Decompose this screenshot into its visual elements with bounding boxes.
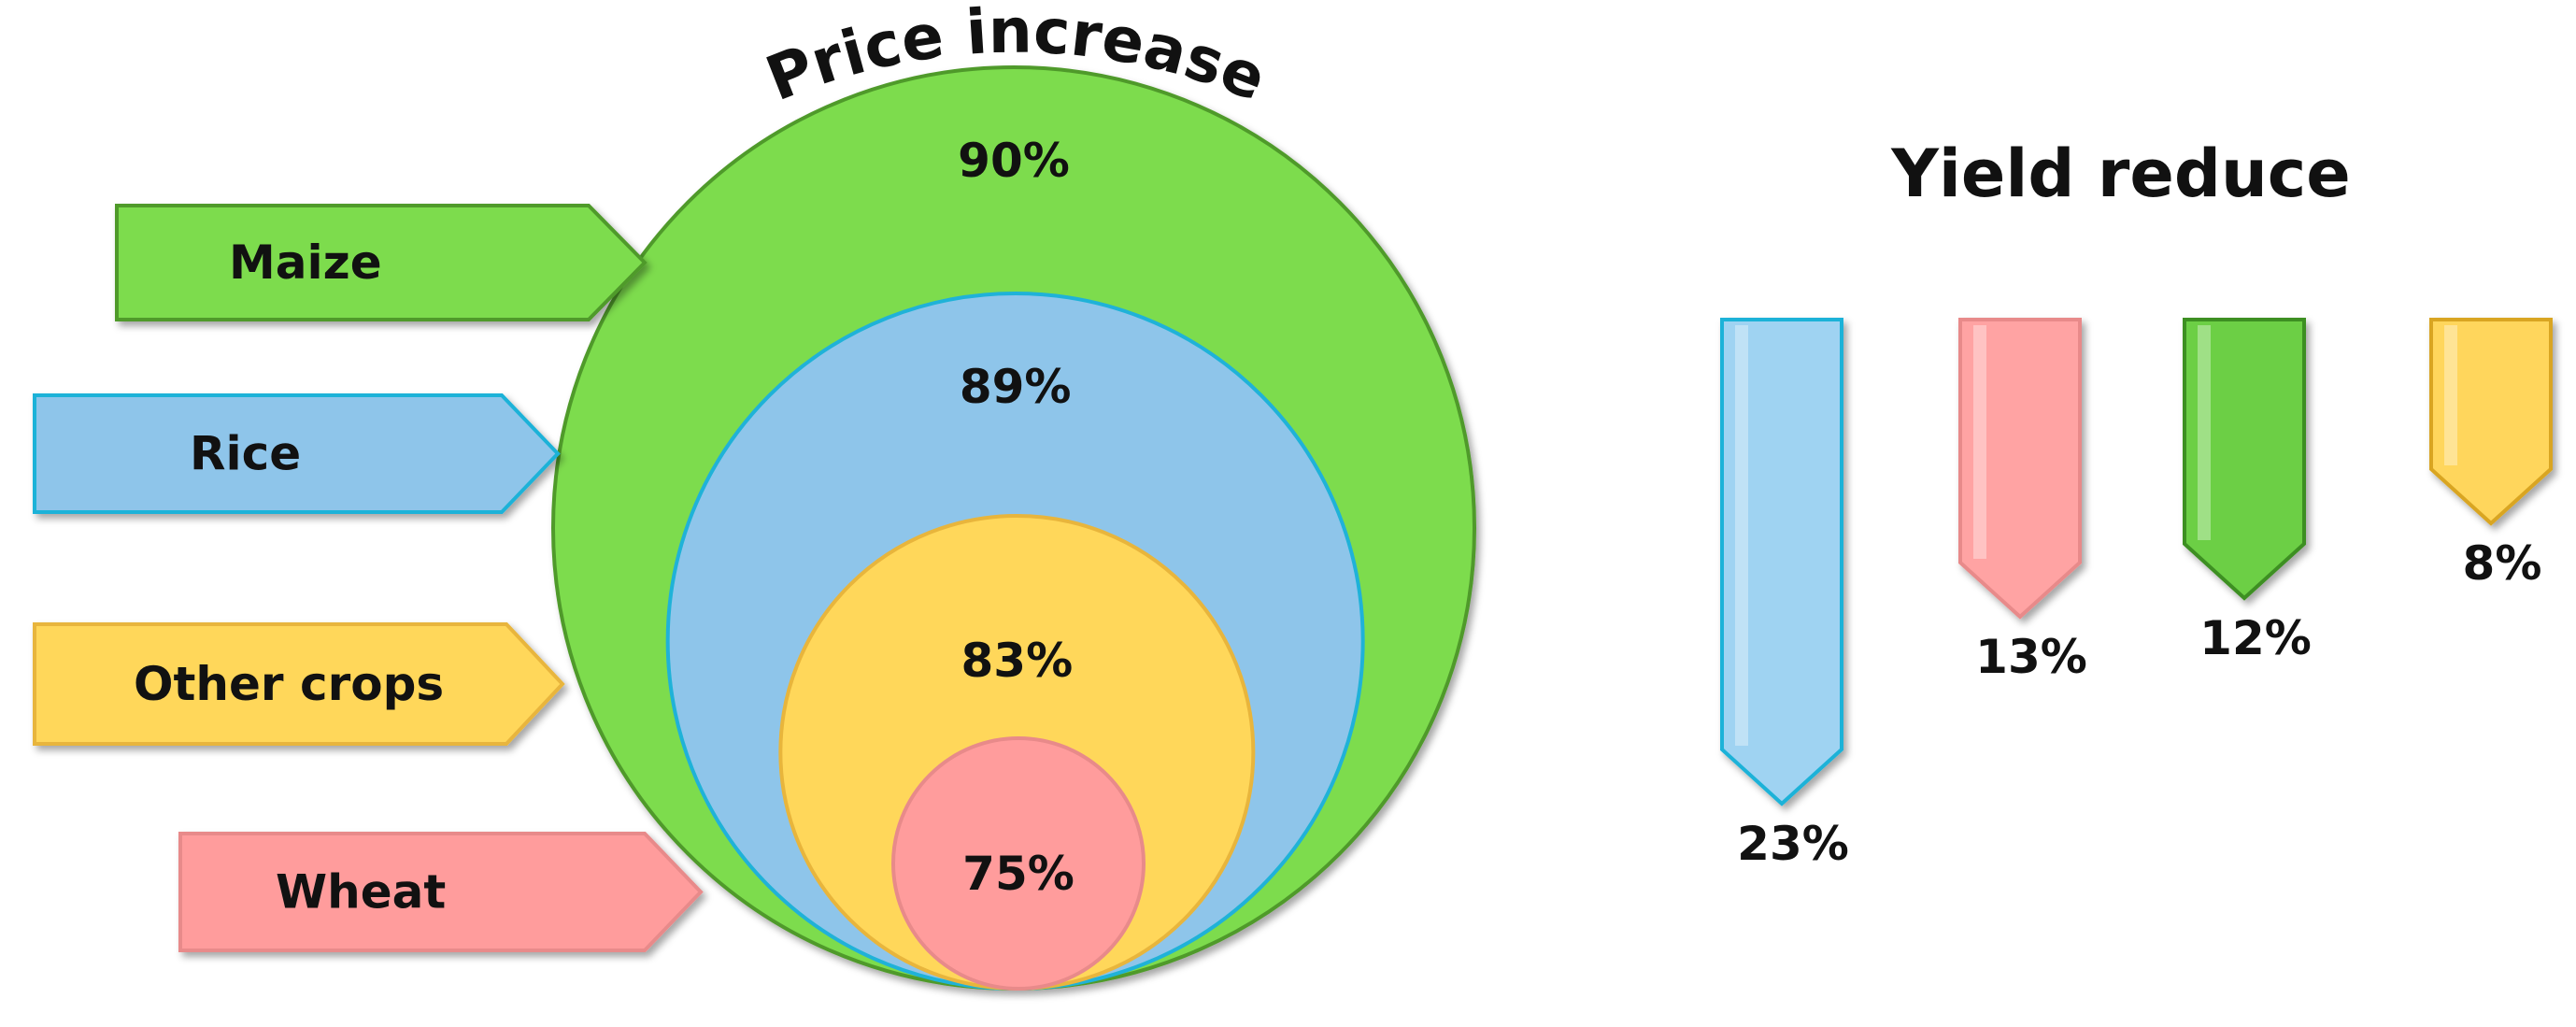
yield-reduce-value-labels: 23% 13% 12% 8%	[1737, 536, 2541, 871]
arrow-label-rice: Rice	[190, 427, 301, 481]
bar-highlight-wheat	[1973, 325, 1986, 559]
arrow-label-other-crops: Other crops	[134, 657, 444, 711]
bar-wheat	[1958, 318, 2082, 620]
bar-label-wheat: 13%	[1975, 630, 2087, 684]
bar-maize	[2183, 318, 2306, 601]
price-increase-value-labels: 90% 89% 83% 75%	[958, 134, 1075, 901]
arrow-maize	[115, 204, 648, 321]
value-label-wheat: 75%	[962, 847, 1075, 901]
bar-other-crops	[2429, 318, 2553, 526]
arrow-other-crops	[33, 622, 565, 746]
bar-rice	[1720, 318, 1843, 806]
arrow-wheat	[178, 832, 704, 952]
yield-reduce-title: Yield reduce	[1890, 136, 2351, 212]
arrow-rice	[33, 393, 561, 514]
arrow-label-wheat: Wheat	[276, 865, 446, 920]
bar-highlight-other-crops	[2444, 325, 2457, 465]
bar-label-maize: 12%	[2199, 611, 2312, 665]
yield-reduce-bars	[1720, 318, 2553, 806]
price-increase-circles	[551, 65, 1476, 991]
bar-highlight-maize	[2198, 325, 2211, 540]
circle-wheat	[891, 736, 1146, 991]
arrow-label-maize: Maize	[229, 235, 382, 290]
crop-arrow-labels: Maize Rice Other crops Wheat	[33, 204, 704, 952]
value-label-other-crops: 83%	[961, 634, 1073, 688]
value-label-maize: 90%	[958, 134, 1070, 188]
bar-label-other-crops: 8%	[2463, 536, 2542, 591]
bar-highlight-rice	[1735, 325, 1748, 746]
value-label-rice: 89%	[960, 360, 1072, 414]
bar-label-rice: 23%	[1737, 817, 1849, 871]
